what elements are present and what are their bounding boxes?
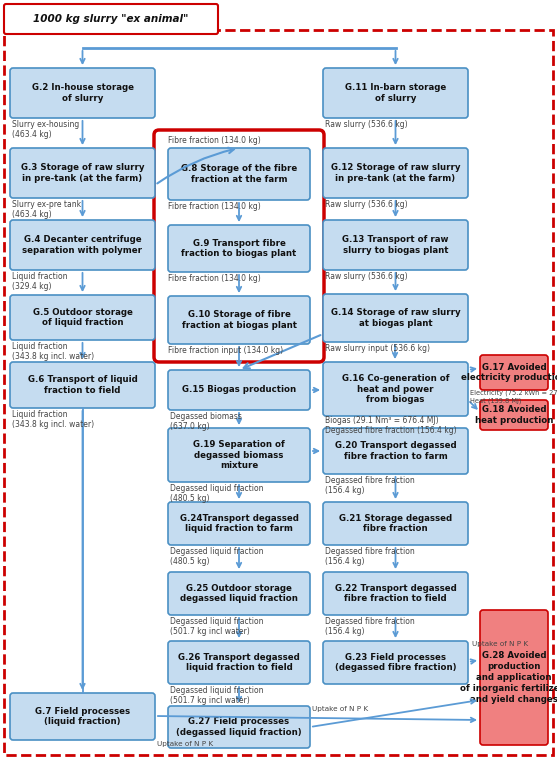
Text: G.21 Storage degassed
fibre fraction: G.21 Storage degassed fibre fraction [339,514,452,534]
Text: 1000 kg slurry "ex animal": 1000 kg slurry "ex animal" [33,14,189,24]
FancyBboxPatch shape [168,296,310,344]
Text: G.15 Biogas production: G.15 Biogas production [182,386,296,395]
FancyBboxPatch shape [10,148,155,198]
FancyBboxPatch shape [323,641,468,684]
Text: G.7 Field processes
(liquid fraction): G.7 Field processes (liquid fraction) [35,707,130,726]
Text: G.26 Transport degassed
liquid fraction to field: G.26 Transport degassed liquid fraction … [178,653,300,672]
FancyBboxPatch shape [168,370,310,410]
Text: Uptake of N P K: Uptake of N P K [472,641,528,647]
Text: G.18 Avoided
heat production: G.18 Avoided heat production [475,405,553,425]
Text: Raw slurry input (536.6 kg): Raw slurry input (536.6 kg) [325,344,430,353]
Text: Slurry ex-pre tank
(463.4 kg): Slurry ex-pre tank (463.4 kg) [12,200,81,219]
Text: G.11 In-barn storage
of slurry: G.11 In-barn storage of slurry [345,83,446,103]
Text: G.23 Field processes
(degassed fibre fraction): G.23 Field processes (degassed fibre fra… [335,653,456,672]
Text: G.24Transport degassed
liquid fraction to farm: G.24Transport degassed liquid fraction t… [179,514,299,534]
Text: G.22 Transport degassed
fibre fraction to field: G.22 Transport degassed fibre fraction t… [335,584,456,603]
Text: Fibre fraction (134.0 kg): Fibre fraction (134.0 kg) [168,136,261,145]
FancyBboxPatch shape [168,225,310,272]
Text: Degassed fibre fraction
(156.4 kg): Degassed fibre fraction (156.4 kg) [325,476,415,496]
Text: Fibre fraction input (134.0 kg): Fibre fraction input (134.0 kg) [168,346,283,355]
FancyBboxPatch shape [323,148,468,198]
FancyBboxPatch shape [480,355,548,390]
Text: G.16 Co-generation of
heat and power
from biogas: G.16 Co-generation of heat and power fro… [342,373,449,405]
FancyBboxPatch shape [10,68,155,118]
FancyBboxPatch shape [323,68,468,118]
Text: Raw slurry (536.6 kg): Raw slurry (536.6 kg) [325,272,408,281]
Text: Electricity (75.2 kWh = 270.6 MJ)
Heat (139.8 MJ): Electricity (75.2 kWh = 270.6 MJ) Heat (… [470,390,557,404]
Text: G.10 Storage of fibre
fraction at biogas plant: G.10 Storage of fibre fraction at biogas… [182,310,296,330]
FancyBboxPatch shape [10,362,155,408]
Text: G.5 Outdoor storage
of liquid fraction: G.5 Outdoor storage of liquid fraction [32,307,133,327]
Text: Degassed liquid fraction
(480.5 kg): Degassed liquid fraction (480.5 kg) [170,484,263,503]
FancyBboxPatch shape [168,706,310,748]
Text: G.8 Storage of the fibre
fraction at the farm: G.8 Storage of the fibre fraction at the… [181,164,297,184]
FancyBboxPatch shape [323,362,468,416]
Text: G.2 In-house storage
of slurry: G.2 In-house storage of slurry [32,83,134,103]
Text: Degassed fibre fraction
(156.4 kg): Degassed fibre fraction (156.4 kg) [325,547,415,566]
Text: Raw slurry (536.6 kg): Raw slurry (536.6 kg) [325,200,408,209]
FancyBboxPatch shape [323,572,468,615]
FancyBboxPatch shape [323,220,468,270]
Text: Degassed liquid fraction
(480.5 kg): Degassed liquid fraction (480.5 kg) [170,547,263,566]
FancyBboxPatch shape [168,502,310,545]
Text: Degassed liquid fraction
(501.7 kg incl water): Degassed liquid fraction (501.7 kg incl … [170,617,263,636]
Text: G.19 Separation of
degassed biomass
mixture: G.19 Separation of degassed biomass mixt… [193,439,285,471]
Text: G.9 Transport fibre
fraction to biogas plant: G.9 Transport fibre fraction to biogas p… [182,238,297,258]
Text: Fibre fraction (134.0 kg): Fibre fraction (134.0 kg) [168,202,261,211]
Text: G.27 Field processes
(degassed liquid fraction): G.27 Field processes (degassed liquid fr… [176,717,302,737]
Text: Fibre fraction (134.0 kg): Fibre fraction (134.0 kg) [168,274,261,283]
Text: Degassed fibre fraction
(156.4 kg): Degassed fibre fraction (156.4 kg) [325,617,415,636]
FancyBboxPatch shape [10,220,155,270]
FancyBboxPatch shape [168,148,310,200]
FancyBboxPatch shape [323,294,468,342]
Text: Degassed liquid fraction
(501.7 kg incl water): Degassed liquid fraction (501.7 kg incl … [170,686,263,705]
Text: Slurry ex-housing
(463.4 kg): Slurry ex-housing (463.4 kg) [12,120,79,140]
Text: Biogas (29.1 Nm³ = 676.4 MJ)
Degassed fibre fraction (156.4 kg): Biogas (29.1 Nm³ = 676.4 MJ) Degassed fi… [325,416,457,436]
FancyBboxPatch shape [323,428,468,474]
Text: G.20 Transport degassed
fibre fraction to farm: G.20 Transport degassed fibre fraction t… [335,441,456,461]
Text: Raw slurry (536.6 kg): Raw slurry (536.6 kg) [325,120,408,129]
Text: G.17 Avoided
electricity production: G.17 Avoided electricity production [461,363,557,383]
Text: G.4 Decanter centrifuge
separation with polymer: G.4 Decanter centrifuge separation with … [22,235,143,255]
Text: Liquid fraction
(343.8 kg incl. water): Liquid fraction (343.8 kg incl. water) [12,342,94,361]
Text: Uptake of N P K: Uptake of N P K [157,741,213,747]
Text: G.13 Transport of raw
slurry to biogas plant: G.13 Transport of raw slurry to biogas p… [342,235,449,255]
FancyBboxPatch shape [10,295,155,340]
Text: G.12 Storage of raw slurry
in pre-tank (at the farm): G.12 Storage of raw slurry in pre-tank (… [331,163,460,183]
FancyBboxPatch shape [480,400,548,430]
Text: G.3 Storage of raw slurry
in pre-tank (at the farm): G.3 Storage of raw slurry in pre-tank (a… [21,163,144,183]
FancyBboxPatch shape [168,572,310,615]
Text: G.25 Outdoor storage
degassed liquid fraction: G.25 Outdoor storage degassed liquid fra… [180,584,298,603]
Text: G.28 Avoided
production
and application
of inorganic fertilizers
and yield chang: G.28 Avoided production and application … [460,651,557,704]
Text: Liquid fraction
(329.4 kg): Liquid fraction (329.4 kg) [12,272,67,291]
Text: Uptake of N P K: Uptake of N P K [312,706,368,712]
FancyBboxPatch shape [168,641,310,684]
FancyBboxPatch shape [4,4,218,34]
FancyBboxPatch shape [168,428,310,482]
Text: G.6 Transport of liquid
fraction to field: G.6 Transport of liquid fraction to fiel… [28,375,138,395]
Text: G.14 Storage of raw slurry
at biogas plant: G.14 Storage of raw slurry at biogas pla… [331,308,460,328]
Text: Degassed biomass
(637.0 kg): Degassed biomass (637.0 kg) [170,412,242,431]
FancyBboxPatch shape [480,610,548,745]
FancyBboxPatch shape [10,693,155,740]
FancyBboxPatch shape [323,502,468,545]
Text: Liquid fraction
(343.8 kg incl. water): Liquid fraction (343.8 kg incl. water) [12,410,94,430]
